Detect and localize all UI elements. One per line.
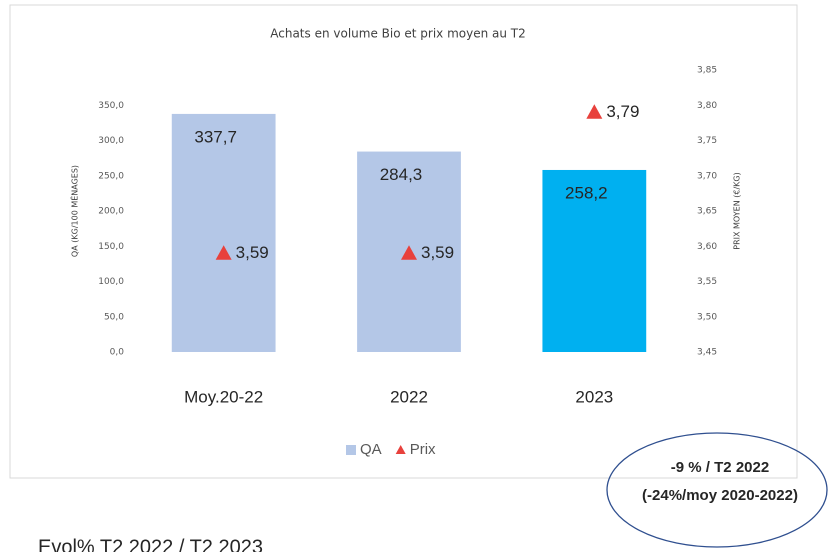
y-tick-label: 100,0: [98, 277, 124, 287]
annotation: (-24%/moy 2020-2022): [642, 487, 798, 504]
data-label: 3,79: [606, 102, 639, 121]
y2-tick-label: 3,50: [697, 312, 717, 322]
y2-tick-label: 3,80: [697, 101, 717, 111]
legend-marker: [395, 445, 406, 454]
data-label: 337,7: [194, 127, 237, 146]
y2-tick-label: 3,60: [697, 242, 717, 252]
y-tick-label: 250,0: [98, 171, 124, 181]
x-tick-label: Moy.20-22: [184, 387, 263, 406]
y-tick-label: 300,0: [98, 136, 124, 146]
legend-label: QA: [360, 441, 382, 458]
y-tick-label: 350,0: [98, 101, 124, 111]
y-tick-label: 0,0: [110, 348, 125, 358]
price-marker: [215, 245, 232, 260]
y-tick-label: 200,0: [98, 207, 124, 217]
legend-marker: [346, 445, 356, 455]
y-axis-label: QA (KG/100 MÉNAGES): [69, 165, 80, 257]
y2-tick-label: 3,65: [697, 207, 717, 217]
y2-tick-label: 3,45: [697, 348, 717, 358]
bar: [542, 169, 647, 352]
chart-title: Achats en volume Bio et prix moyen au T2: [270, 27, 526, 41]
annotation-ellipse: [606, 432, 828, 548]
y2-tick-label: 3,55: [697, 277, 717, 287]
y2-tick-label: 3,70: [697, 171, 717, 181]
data-label: 3,59: [421, 243, 454, 262]
y2-axis-label: PRIX MOYEN (€/KG): [733, 172, 742, 249]
legend-label: Prix: [410, 441, 436, 458]
data-label: 284,3: [380, 165, 423, 184]
y2-tick-label: 3,85: [697, 66, 717, 76]
price-marker: [586, 104, 603, 119]
x-tick-label: 2023: [575, 387, 613, 406]
y2-tick-label: 3,75: [697, 136, 717, 146]
data-label: 3,59: [236, 243, 269, 262]
y-tick-label: 50,0: [104, 312, 124, 322]
annotation: -9 % / T2 2022: [671, 459, 769, 476]
bar: [171, 113, 276, 352]
y-tick-label: 150,0: [98, 242, 124, 252]
footer: Evol% T2 2022 / T2 2023: [38, 536, 263, 552]
price-marker: [401, 245, 417, 260]
data-label: 258,2: [565, 183, 608, 202]
x-tick-label: 2022: [390, 387, 428, 406]
